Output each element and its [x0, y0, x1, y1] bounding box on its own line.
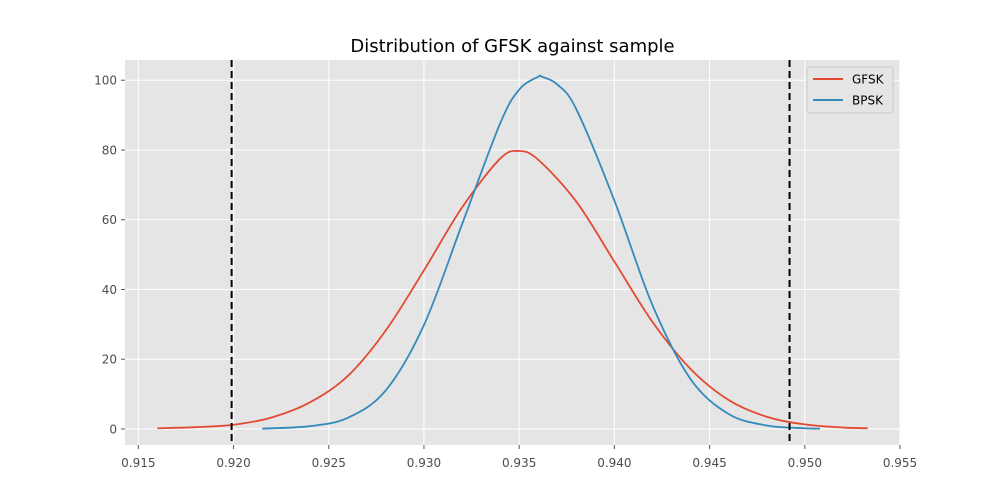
x-tick-label: 0.920	[216, 456, 250, 470]
grid	[125, 60, 901, 445]
x-tick-label: 0.940	[597, 456, 631, 470]
x-tick-label: 0.925	[312, 456, 346, 470]
y-axis-ticks: 0 20 40 60 80 100	[94, 74, 125, 436]
x-tick-label: 0.950	[788, 456, 822, 470]
series-layer	[157, 74, 868, 430]
x-tick-label: 0.930	[407, 456, 441, 470]
series-line-gfsk	[157, 149, 868, 430]
x-axis-ticks: 0.915 0.920 0.925 0.930 0.935 0.940 0.945 0.950…	[121, 445, 917, 470]
legend: GFSK BPSK	[806, 66, 894, 114]
x-tick-label: 0.945	[692, 456, 726, 470]
y-tick-label: 0	[109, 422, 117, 436]
legend-label-bpsk: BPSK	[852, 94, 884, 108]
y-tick-label: 20	[102, 353, 117, 367]
legend-label-gfsk: GFSK	[852, 73, 885, 87]
reference-lines	[230, 60, 791, 445]
y-tick-label: 80	[102, 143, 117, 157]
series-line-bpsk	[262, 74, 821, 430]
x-tick-label: 0.955	[883, 456, 917, 470]
y-tick-label: 40	[102, 283, 117, 297]
chart-title: Distribution of GFSK against sample	[350, 36, 674, 57]
y-tick-label: 100	[94, 74, 117, 88]
x-tick-label: 0.935	[502, 456, 536, 470]
x-tick-label: 0.915	[121, 456, 155, 470]
plot-area	[125, 60, 900, 445]
y-tick-label: 60	[102, 213, 117, 227]
